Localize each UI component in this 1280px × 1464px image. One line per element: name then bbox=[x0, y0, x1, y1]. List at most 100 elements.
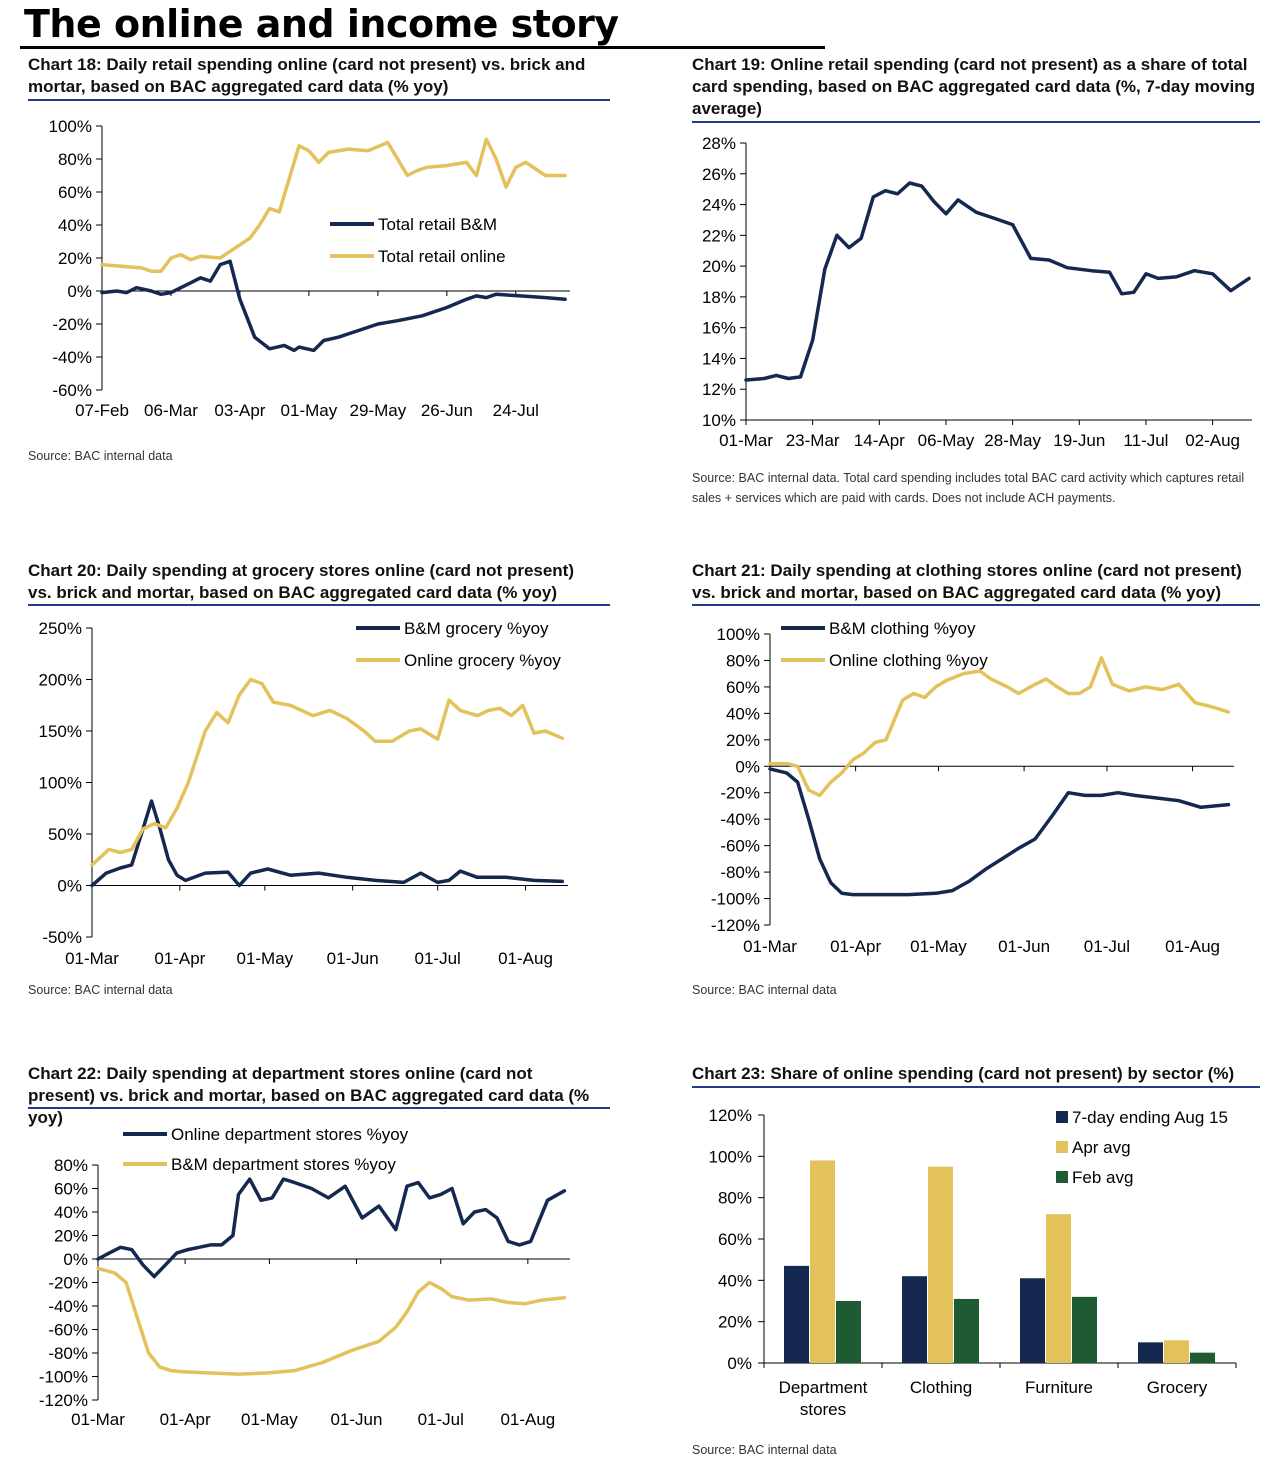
legend-label: Online grocery %yoy bbox=[404, 651, 561, 670]
chart-title-rule bbox=[28, 99, 610, 101]
legend-label: Total retail online bbox=[378, 247, 506, 266]
x-tick-label: 03-Apr bbox=[214, 401, 265, 420]
y-tick-label: 60% bbox=[718, 1230, 752, 1249]
chart-20-panel: Chart 20: Daily spending at grocery stor… bbox=[20, 558, 610, 1008]
y-tick-label: 26% bbox=[702, 165, 736, 184]
x-tick-label: 01-Aug bbox=[500, 1410, 555, 1429]
x-tick-label: 01-Aug bbox=[1165, 937, 1220, 956]
bar-apr-avg bbox=[928, 1166, 953, 1363]
x-tick-label: 01-Jul bbox=[1084, 937, 1130, 956]
legend-label: Online department stores %yoy bbox=[171, 1125, 409, 1144]
bar-feb-avg bbox=[1072, 1296, 1097, 1363]
x-tick-label: 01-Apr bbox=[830, 937, 881, 956]
legend-label: B&M grocery %yoy bbox=[404, 619, 549, 638]
y-tick-label: -20% bbox=[52, 315, 92, 334]
y-tick-label: -120% bbox=[711, 916, 760, 935]
x-tick-label: 01-May bbox=[236, 949, 293, 968]
x-tick-label: 28-May bbox=[984, 431, 1041, 450]
y-tick-label: 24% bbox=[702, 196, 736, 215]
category-label: Grocery bbox=[1147, 1378, 1208, 1397]
bar-feb-avg bbox=[954, 1298, 979, 1363]
x-tick-label: 24-Jul bbox=[493, 401, 539, 420]
page-title: The online and income story bbox=[24, 2, 619, 46]
y-tick-label: 0% bbox=[67, 282, 92, 301]
y-tick-label: 80% bbox=[58, 150, 92, 169]
y-tick-label: 60% bbox=[726, 678, 760, 697]
series-line-2 bbox=[96, 1266, 567, 1376]
x-tick-label: 01-Jun bbox=[330, 1410, 382, 1429]
x-tick-label: 01-Jun bbox=[327, 949, 379, 968]
chart-source: Source: BAC internal data bbox=[692, 1443, 837, 1457]
series-line-2 bbox=[90, 677, 565, 867]
chart-title: Chart 21: Daily spending at clothing sto… bbox=[692, 561, 1242, 602]
bar-apr-avg bbox=[1164, 1340, 1189, 1363]
y-tick-label: 40% bbox=[718, 1271, 752, 1290]
y-tick-label: -60% bbox=[52, 381, 92, 400]
x-tick-label: 01-Mar bbox=[719, 431, 773, 450]
series-line-1 bbox=[768, 767, 1231, 897]
y-tick-label: 60% bbox=[54, 1180, 88, 1199]
y-tick-label: 0% bbox=[735, 757, 760, 776]
legend-label: Feb avg bbox=[1072, 1168, 1133, 1187]
bar-feb-avg bbox=[1190, 1352, 1215, 1363]
category-label: Department stores bbox=[779, 1378, 868, 1419]
y-tick-label: 200% bbox=[39, 671, 82, 690]
chart-title-rule bbox=[28, 604, 610, 606]
chart-title: Chart 22: Daily spending at department s… bbox=[28, 1064, 590, 1127]
legend-swatch bbox=[1056, 1141, 1068, 1153]
chart-20-plot: -50% 0% 50% 100% 150% 200% 250% 01-Mar 01-Apr 01-… bbox=[39, 619, 568, 968]
y-tick-label: 22% bbox=[702, 226, 736, 245]
x-tick-label: 01-Jun bbox=[998, 937, 1050, 956]
legend-label: B&M department stores %yoy bbox=[171, 1155, 396, 1174]
x-tick-label: 01-May bbox=[241, 1410, 298, 1429]
y-tick-label: 100% bbox=[709, 1147, 752, 1166]
chart-23-plot: 0% 20% 40% 60% 80% 100% 120% Department stores Cl… bbox=[709, 1106, 1237, 1419]
y-tick-label: 20% bbox=[726, 731, 760, 750]
series-line-1 bbox=[90, 799, 565, 888]
y-tick-label: 40% bbox=[58, 216, 92, 235]
y-tick-label: 0% bbox=[57, 877, 82, 896]
chart-source: Source: BAC internal data bbox=[28, 983, 173, 997]
y-tick-label: 120% bbox=[709, 1106, 752, 1125]
x-tick-label: 01-May bbox=[281, 401, 338, 420]
legend-label: 7-day ending Aug 15 bbox=[1072, 1108, 1228, 1127]
chart-title: Chart 19: Online retail spending (card n… bbox=[692, 55, 1256, 118]
y-tick-label: 0% bbox=[63, 1250, 88, 1269]
y-tick-label: 14% bbox=[702, 349, 736, 368]
chart-18-plot: -60% -40% -20% 0% 20% 40% 60% 80% 100% 07-Feb 06-M… bbox=[49, 117, 570, 420]
y-tick-label: 40% bbox=[54, 1203, 88, 1222]
x-tick-label: 02-Aug bbox=[1185, 431, 1240, 450]
bar-7-day-ending-aug-15 bbox=[1138, 1342, 1163, 1363]
y-tick-label: 150% bbox=[39, 722, 82, 741]
chart-source: Source: BAC internal data bbox=[692, 983, 837, 997]
y-tick-label: -50% bbox=[42, 928, 82, 947]
chart-title-rule bbox=[692, 1086, 1260, 1088]
chart-title-rule bbox=[692, 604, 1260, 606]
bar-feb-avg bbox=[836, 1301, 861, 1363]
chart-title: Chart 23: Share of online spending (card… bbox=[692, 1064, 1235, 1083]
y-tick-label: 80% bbox=[726, 651, 760, 670]
x-tick-label: 01-Mar bbox=[743, 937, 797, 956]
y-tick-label: -20% bbox=[48, 1274, 88, 1293]
legend-label: Online clothing %yoy bbox=[829, 651, 988, 670]
y-tick-label: 100% bbox=[39, 774, 82, 793]
chart-22-panel: Chart 22: Daily spending at department s… bbox=[20, 1061, 610, 1461]
y-tick-label: -80% bbox=[48, 1344, 88, 1363]
x-tick-label: 01-Mar bbox=[65, 949, 119, 968]
bar-7-day-ending-aug-15 bbox=[902, 1276, 927, 1363]
legend-label: B&M clothing %yoy bbox=[829, 619, 976, 638]
y-tick-label: 100% bbox=[717, 625, 760, 644]
x-tick-label: 06-May bbox=[918, 431, 975, 450]
series-line-1 bbox=[744, 181, 1251, 382]
title-rule bbox=[20, 46, 825, 49]
chart-21-plot: -120% -100% -80% -60% -40% -20% 0% 20% 40% 60% 80%… bbox=[711, 619, 1234, 956]
y-tick-label: -60% bbox=[720, 837, 760, 856]
x-tick-label: 01-Jul bbox=[418, 1410, 464, 1429]
x-tick-label: 26-Jun bbox=[421, 401, 473, 420]
chart-source: Source: BAC internal data bbox=[28, 449, 173, 463]
y-tick-label: 250% bbox=[39, 619, 82, 638]
chart-21-panel: Chart 21: Daily spending at clothing sto… bbox=[684, 558, 1264, 1008]
y-tick-label: 20% bbox=[718, 1313, 752, 1332]
y-tick-label: -80% bbox=[720, 863, 760, 882]
series-line-1 bbox=[100, 259, 567, 353]
